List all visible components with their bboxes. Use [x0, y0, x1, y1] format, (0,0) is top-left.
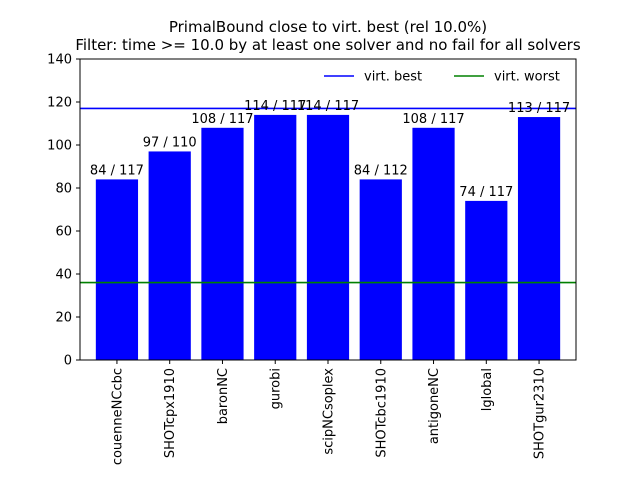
bar-scipNCsoplex	[306, 114, 350, 361]
x-tick-label-SHOTcbc1910: SHOTcbc1910	[374, 368, 389, 458]
data-label-SHOTgur2310: 113 / 117	[508, 101, 570, 116]
bar-couenneNCcbc	[95, 179, 139, 360]
bar-baronNC	[201, 127, 244, 360]
bar-lglobal	[465, 200, 508, 360]
bar-SHOTcpx1910	[148, 151, 191, 360]
data-label-scipNCsoplex: 114 / 117	[297, 99, 359, 114]
data-label-baronNC: 108 / 117	[191, 112, 253, 127]
bar-antigoneNC	[412, 127, 455, 360]
y-tick-label: 100	[47, 139, 72, 154]
y-tick-label: 80	[55, 182, 72, 197]
data-label-SHOTcbc1910: 84 / 112	[354, 163, 408, 178]
bar-SHOTcbc1910	[359, 179, 402, 360]
chart-subtitle: Filter: time >= 10.0 by at least one sol…	[75, 36, 581, 54]
x-tick-label-antigoneNC: antigoneNC	[427, 368, 442, 444]
data-label-SHOTcpx1910: 97 / 110	[143, 135, 197, 150]
chart-title: PrimalBound close to virt. best (rel 10.…	[169, 18, 487, 36]
bar-gurobi	[254, 114, 297, 361]
bar-SHOTgur2310	[517, 117, 561, 360]
data-label-couenneNCcbc: 84 / 117	[90, 163, 144, 178]
legend-label-virt-best: virt. best	[364, 70, 422, 85]
data-label-antigoneNC: 108 / 117	[402, 112, 464, 127]
x-tick-label-couenneNCcbc: couenneNCcbc	[110, 368, 125, 465]
data-label-lglobal: 74 / 117	[459, 185, 513, 200]
x-tick-label-baronNC: baronNC	[216, 368, 231, 424]
y-tick-label: 0	[64, 354, 72, 369]
data-label-gurobi: 114 / 117	[244, 99, 306, 114]
legend-label-virt-worst: virt. worst	[494, 70, 560, 85]
x-tick-label-SHOTgur2310: SHOTgur2310	[533, 368, 548, 459]
x-tick-label-SHOTcpx1910: SHOTcpx1910	[163, 368, 178, 458]
x-tick-label-lglobal: lglobal	[480, 368, 495, 411]
y-tick-label: 20	[55, 311, 72, 326]
y-tick-label: 140	[47, 53, 72, 68]
y-tick-label: 60	[55, 225, 72, 240]
y-tick-label: 40	[55, 268, 72, 283]
x-tick-label-scipNCsoplex: scipNCsoplex	[322, 368, 337, 455]
x-tick-label-gurobi: gurobi	[269, 368, 284, 409]
y-tick-label: 120	[47, 96, 72, 111]
